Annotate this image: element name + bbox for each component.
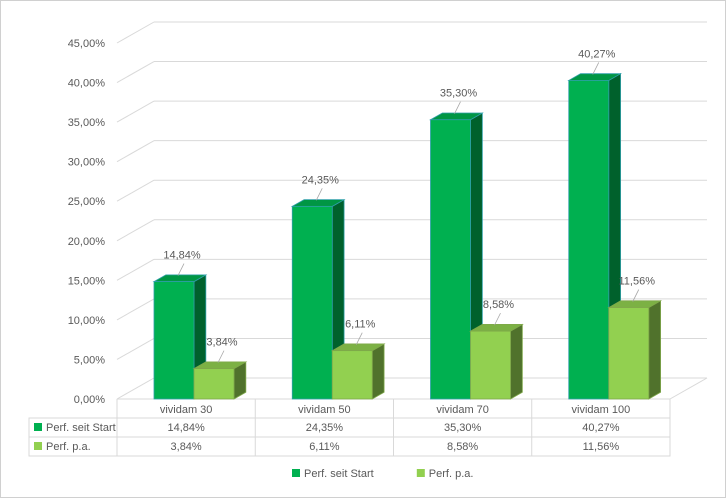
data-label-leader xyxy=(217,350,225,363)
data-label: 24,35% xyxy=(302,174,340,186)
bar-side xyxy=(371,343,385,400)
gridline-side xyxy=(116,377,155,400)
bar xyxy=(291,205,333,400)
data-label-leader xyxy=(592,62,600,75)
gridline-side xyxy=(116,140,155,163)
legend-label: Perf. p.a. xyxy=(429,468,474,480)
data-label: 6,11% xyxy=(345,319,376,331)
gridline-side xyxy=(116,21,155,44)
bar-side xyxy=(648,300,661,400)
data-label: 14,84% xyxy=(163,250,201,262)
data-label-leader xyxy=(454,101,461,114)
gridline-side xyxy=(116,338,155,360)
y-tick-label: 25,00% xyxy=(68,196,106,208)
legend-key xyxy=(292,469,300,477)
data-label-leader xyxy=(632,289,640,302)
table-cell: 11,56% xyxy=(583,441,620,453)
bar xyxy=(568,80,610,400)
table-cell: 3,84% xyxy=(171,441,202,453)
y-tick-label: 20,00% xyxy=(68,236,106,248)
y-tick-label: 40,00% xyxy=(68,78,106,90)
bar xyxy=(470,330,511,400)
data-label: 11,56% xyxy=(619,276,656,288)
data-label: 40,27% xyxy=(578,48,616,60)
bar xyxy=(193,368,235,400)
x-tick-label: vividam 50 xyxy=(298,404,351,416)
y-tick-label: 35,00% xyxy=(68,117,106,129)
data-label: 3,84% xyxy=(206,337,237,349)
legend-key xyxy=(416,469,425,477)
bar xyxy=(331,350,373,400)
gridline-side xyxy=(116,219,155,242)
table-legend-key xyxy=(34,423,42,431)
gridline-side xyxy=(116,258,155,281)
table-legend-key xyxy=(34,442,42,450)
bar xyxy=(430,119,471,400)
table-cell: 24,35% xyxy=(306,422,344,434)
table-cell: 35,30% xyxy=(444,422,482,434)
data-label-leader xyxy=(315,188,323,201)
gridline-side xyxy=(116,100,155,123)
y-tick-label: 15,00% xyxy=(68,275,106,287)
floor-right-edge xyxy=(669,377,708,400)
gridline-side xyxy=(116,298,155,321)
table-cell: 8,58% xyxy=(447,441,478,453)
y-tick-label: 30,00% xyxy=(68,157,106,169)
data-label: 8,58% xyxy=(483,299,514,311)
bar xyxy=(608,307,650,400)
x-tick-label: vividam 100 xyxy=(572,404,631,416)
gridline-side xyxy=(116,179,155,202)
bar xyxy=(153,281,195,400)
x-tick-label: vividam 70 xyxy=(436,404,489,416)
table-cell: 14,84% xyxy=(167,422,205,434)
y-tick-label: 45,00% xyxy=(68,38,106,50)
bar-side xyxy=(510,323,523,400)
y-tick-label: 10,00% xyxy=(68,315,106,327)
legend-label: Perf. seit Start xyxy=(304,468,374,480)
gridline-side xyxy=(116,61,155,83)
data-label-leader xyxy=(355,332,363,345)
data-label-leader xyxy=(177,263,185,276)
y-tick-label: 5,00% xyxy=(74,354,105,366)
x-tick-label: vividam 30 xyxy=(160,404,213,416)
table-cell: 6,11% xyxy=(309,441,340,453)
table-series-name: Perf. p.a. xyxy=(46,441,91,453)
y-tick-label: 0,00% xyxy=(74,394,105,406)
data-label: 35,30% xyxy=(440,88,478,100)
table-cell: 40,27% xyxy=(582,422,620,434)
table-series-name: Perf. seit Start xyxy=(46,422,116,434)
data-label-leader xyxy=(494,312,501,326)
